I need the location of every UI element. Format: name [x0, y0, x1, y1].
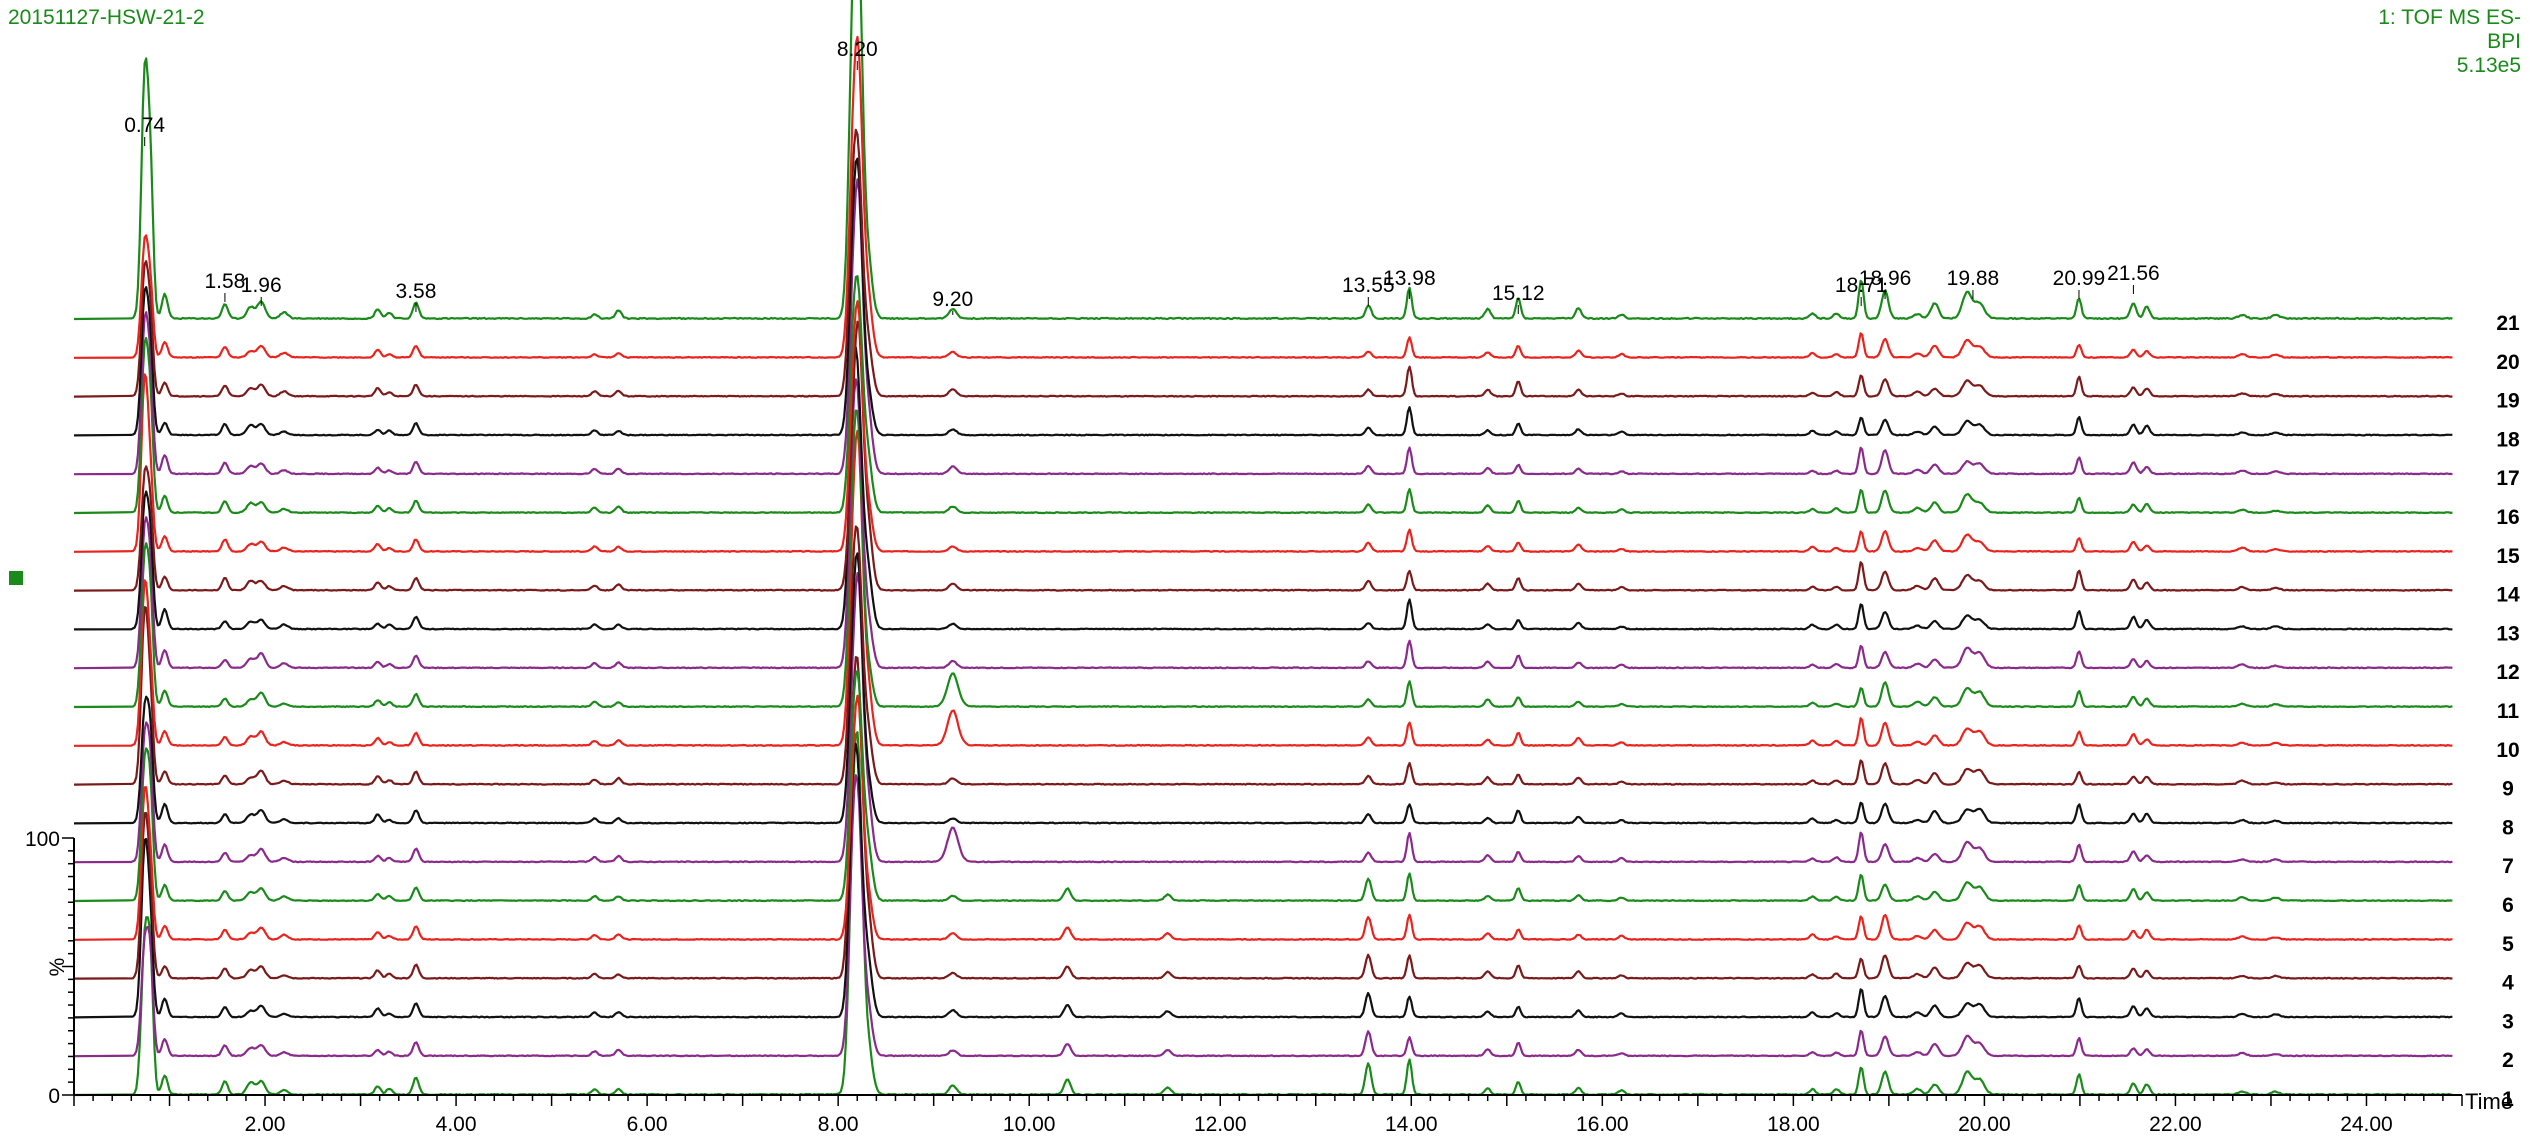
- scan-info: 1: TOF MS ES- BPI 5.13e5: [2378, 6, 2521, 78]
- function-label: 1: TOF MS ES-: [2378, 6, 2521, 29]
- trace-14: [73, 320, 2453, 592]
- sample-id-label: 20151127-HSW-21-2: [8, 6, 205, 29]
- intensity-label: 5.13e5: [2456, 54, 2521, 77]
- trace-7: [73, 572, 2453, 864]
- x-tick-label: 10.00: [1003, 1113, 1056, 1136]
- trace-13: [73, 346, 2453, 631]
- series-label-10: 10: [2496, 739, 2519, 762]
- trace-15: [73, 300, 2453, 553]
- x-tick-label: 20.00: [1958, 1113, 2011, 1136]
- x-tick-label: 24.00: [2340, 1113, 2393, 1136]
- x-tick-label: 14.00: [1385, 1113, 1438, 1136]
- trace-9: [73, 525, 2453, 786]
- x-tick-label: 4.00: [436, 1113, 477, 1136]
- trace-4: [73, 656, 2453, 980]
- peak-label: 19.88: [1947, 267, 2000, 290]
- trace-8: [73, 552, 2453, 825]
- peak-label: 21.56: [2107, 262, 2160, 285]
- peak-label: 3.58: [396, 280, 437, 303]
- x-tick-label: 22.00: [2149, 1113, 2202, 1136]
- trace-12: [73, 378, 2453, 670]
- x-tick-label: 8.00: [818, 1113, 859, 1136]
- trace-1: [73, 731, 2453, 1097]
- trace-3: [73, 742, 2453, 1019]
- series-label-5: 5: [2502, 933, 2514, 956]
- peak-label: 8.20: [837, 38, 878, 61]
- peak-label: 9.20: [932, 288, 973, 311]
- series-label-3: 3: [2502, 1010, 2514, 1033]
- series-label-2: 2: [2502, 1049, 2514, 1072]
- peak-label: 1.96: [241, 274, 282, 297]
- y-tick-label: 100: [25, 828, 60, 851]
- trace-11: [73, 409, 2453, 709]
- y-tick-label: 0: [48, 1085, 60, 1108]
- trace-17: [73, 178, 2453, 476]
- x-tick-label: 16.00: [1576, 1113, 1629, 1136]
- trace-group: [73, 0, 2453, 1097]
- x-tick-label: 6.00: [627, 1113, 668, 1136]
- mode-label: BPI: [2487, 30, 2521, 53]
- series-label-15: 15: [2496, 545, 2520, 568]
- x-tick-label: 18.00: [1767, 1113, 1820, 1136]
- series-label-12: 12: [2496, 661, 2519, 684]
- series-label-8: 8: [2502, 816, 2514, 839]
- trace-16: [73, 275, 2453, 515]
- series-label-6: 6: [2502, 894, 2514, 917]
- series-label-7: 7: [2502, 855, 2514, 878]
- series-label-13: 13: [2496, 622, 2519, 645]
- series-label-11: 11: [2497, 700, 2520, 723]
- trace-2: [73, 774, 2453, 1058]
- x-axis-label: Time: [2465, 1089, 2513, 1114]
- series-label-19: 19: [2496, 390, 2519, 413]
- series-label-17: 17: [2496, 467, 2519, 490]
- y-axis-label: %: [46, 958, 69, 977]
- trace-6: [73, 669, 2453, 903]
- series-label-4: 4: [2502, 972, 2514, 995]
- peak-label: 18.71: [1835, 274, 1888, 297]
- trace-marker-icon: [9, 571, 23, 585]
- peak-label: 18.96: [1859, 267, 1912, 290]
- series-label-18: 18: [2496, 428, 2520, 451]
- peak-label: 1.58: [204, 270, 245, 293]
- peak-label: 15.12: [1492, 282, 1545, 305]
- trace-20: [73, 35, 2453, 359]
- series-label-20: 20: [2496, 351, 2519, 374]
- series-label-9: 9: [2502, 778, 2514, 801]
- peak-label: 20.99: [2053, 267, 2106, 290]
- x-tick-label: 2.00: [245, 1113, 286, 1136]
- peak-label: 13.55: [1342, 274, 1395, 297]
- peak-label: 13.98: [1383, 267, 1436, 290]
- peak-label: 0.74: [124, 114, 165, 137]
- axes-group: 2.00 4.00 6.00 8.00 10.00 12.00 14.00 16.00 18.0…: [25, 828, 2513, 1136]
- series-label-21: 21: [2496, 312, 2520, 335]
- series-label-1: 1: [2502, 1088, 2514, 1111]
- series-label-16: 16: [2496, 506, 2519, 529]
- trace-18: [73, 157, 2453, 437]
- trace-5: [73, 694, 2453, 941]
- series-label-14: 14: [2496, 584, 2520, 607]
- trace-10: [73, 429, 2453, 747]
- x-tick-label: 12.00: [1194, 1113, 1247, 1136]
- trace-19: [73, 128, 2453, 398]
- trace-21: [73, 0, 2453, 321]
